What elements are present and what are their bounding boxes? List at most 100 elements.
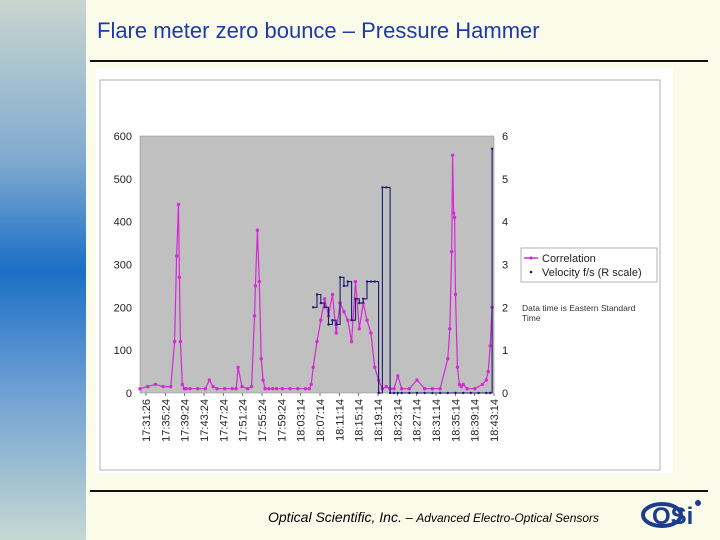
data-point-velocity	[354, 297, 357, 300]
x-tick-label: 17:35:24	[160, 399, 172, 442]
x-tick-label: 17:43:24	[199, 399, 211, 442]
data-point-correlation	[415, 378, 419, 382]
data-point-correlation	[311, 365, 315, 369]
left-tick-label: 100	[114, 345, 132, 357]
data-point-correlation	[309, 382, 313, 387]
data-point-correlation	[188, 387, 192, 391]
data-point-correlation	[330, 292, 335, 297]
data-point-correlation	[334, 331, 338, 335]
chart-annotation: Data time is Eastern Standard Time	[522, 303, 638, 323]
x-tick-label: 17:55:24	[257, 399, 269, 442]
data-point-correlation	[253, 284, 258, 288]
data-point-velocity	[362, 297, 365, 300]
data-point-velocity	[373, 280, 376, 283]
data-point-correlation	[315, 339, 319, 344]
data-point-correlation	[384, 384, 388, 389]
data-point-correlation	[172, 339, 177, 344]
data-point-correlation	[452, 215, 457, 220]
data-point-correlation	[407, 387, 411, 391]
data-point-velocity	[469, 391, 473, 395]
data-point-velocity	[327, 323, 330, 326]
x-tick-label: 18:35:14	[450, 399, 462, 442]
x-tick-label: 17:59:24	[276, 399, 288, 442]
left-tick-label: 300	[114, 260, 132, 272]
data-point-velocity	[315, 293, 319, 296]
annotation-line-2: Time	[522, 313, 541, 323]
x-tick-label: 18:31:14	[431, 399, 443, 442]
legend: Correlation Velocity f/s (R scale)	[520, 247, 658, 283]
legend-label-velocity: Velocity f/s (R scale)	[542, 267, 642, 279]
data-point-correlation	[465, 387, 469, 391]
data-point-correlation	[280, 387, 285, 391]
data-point-velocity	[338, 276, 342, 279]
left-tick-label: 0	[126, 388, 132, 400]
data-point-velocity	[438, 391, 442, 395]
left-axis: 0 100 200 300 400 500 600	[114, 131, 132, 400]
data-point-velocity	[454, 391, 457, 395]
data-point-velocity	[485, 391, 488, 395]
data-point-velocity	[335, 323, 338, 326]
data-point-correlation	[296, 387, 300, 391]
logo-swoosh	[641, 502, 683, 528]
data-point-correlation	[453, 292, 458, 297]
data-point-velocity	[396, 391, 399, 395]
data-point-correlation	[178, 339, 183, 344]
data-point-correlation	[430, 387, 435, 391]
data-point-correlation	[146, 384, 150, 389]
data-point-velocity	[385, 186, 388, 189]
data-point-correlation	[236, 365, 240, 369]
legend-label-correlation: Correlation	[542, 253, 596, 265]
right-tick-label: 3	[502, 260, 508, 272]
data-point-correlation	[349, 339, 354, 344]
data-point-correlation	[138, 387, 142, 391]
x-tick-label: 18:19:14	[373, 399, 385, 442]
data-point-correlation	[319, 318, 323, 322]
data-point-velocity	[431, 391, 434, 395]
osi-logo: OSi	[641, 500, 701, 530]
footer-tagline: Advanced Electro-Optical Sensors	[416, 511, 600, 525]
data-point-velocity	[400, 391, 403, 395]
slide-title: Flare meter zero bounce – Pressure Hamme…	[97, 18, 540, 43]
x-tick-label: 18:15:14	[354, 399, 366, 442]
legend-marker-correlation	[529, 256, 533, 260]
data-point-velocity	[312, 306, 315, 309]
data-point-correlation	[459, 384, 463, 389]
data-point-velocity	[381, 186, 384, 189]
data-point-velocity	[408, 391, 411, 395]
data-point-correlation	[274, 387, 279, 391]
annotation-line-1: Data time is Eastern Standard	[522, 303, 636, 313]
data-point-correlation	[307, 387, 311, 391]
data-point-correlation	[400, 387, 404, 391]
x-tick-label: 17:47:24	[218, 399, 230, 442]
data-point-correlation	[480, 382, 485, 387]
data-point-correlation	[342, 309, 346, 314]
data-point-correlation	[259, 357, 263, 361]
data-point-correlation	[255, 228, 260, 232]
data-point-correlation	[230, 387, 234, 391]
data-point-velocity	[331, 319, 334, 322]
footer-company: Optical Scientific, Inc.	[268, 509, 402, 525]
x-tick-label: 18:43:14	[489, 399, 501, 442]
x-tick-label: 18:27:14	[412, 399, 424, 442]
data-point-correlation	[346, 318, 350, 322]
data-point-velocity	[346, 280, 349, 283]
right-tick-label: 6	[502, 131, 508, 143]
footer-rule	[90, 490, 708, 492]
data-point-correlation	[369, 331, 373, 335]
side-gradient-bar	[0, 0, 86, 540]
data-point-correlation	[267, 387, 271, 391]
data-point-correlation	[169, 384, 173, 389]
data-point-velocity	[423, 391, 426, 395]
data-point-correlation	[396, 374, 400, 378]
logo-text: OSi	[652, 503, 693, 530]
x-tick-label: 18:23:14	[392, 399, 404, 442]
data-point-correlation	[180, 382, 184, 387]
data-point-correlation	[486, 369, 490, 374]
data-point-correlation	[246, 387, 250, 391]
data-point-correlation	[174, 254, 179, 258]
x-tick-label: 17:39:24	[180, 399, 192, 442]
data-point-correlation	[423, 387, 427, 391]
x-tick-label: 18:03:14	[296, 399, 308, 442]
